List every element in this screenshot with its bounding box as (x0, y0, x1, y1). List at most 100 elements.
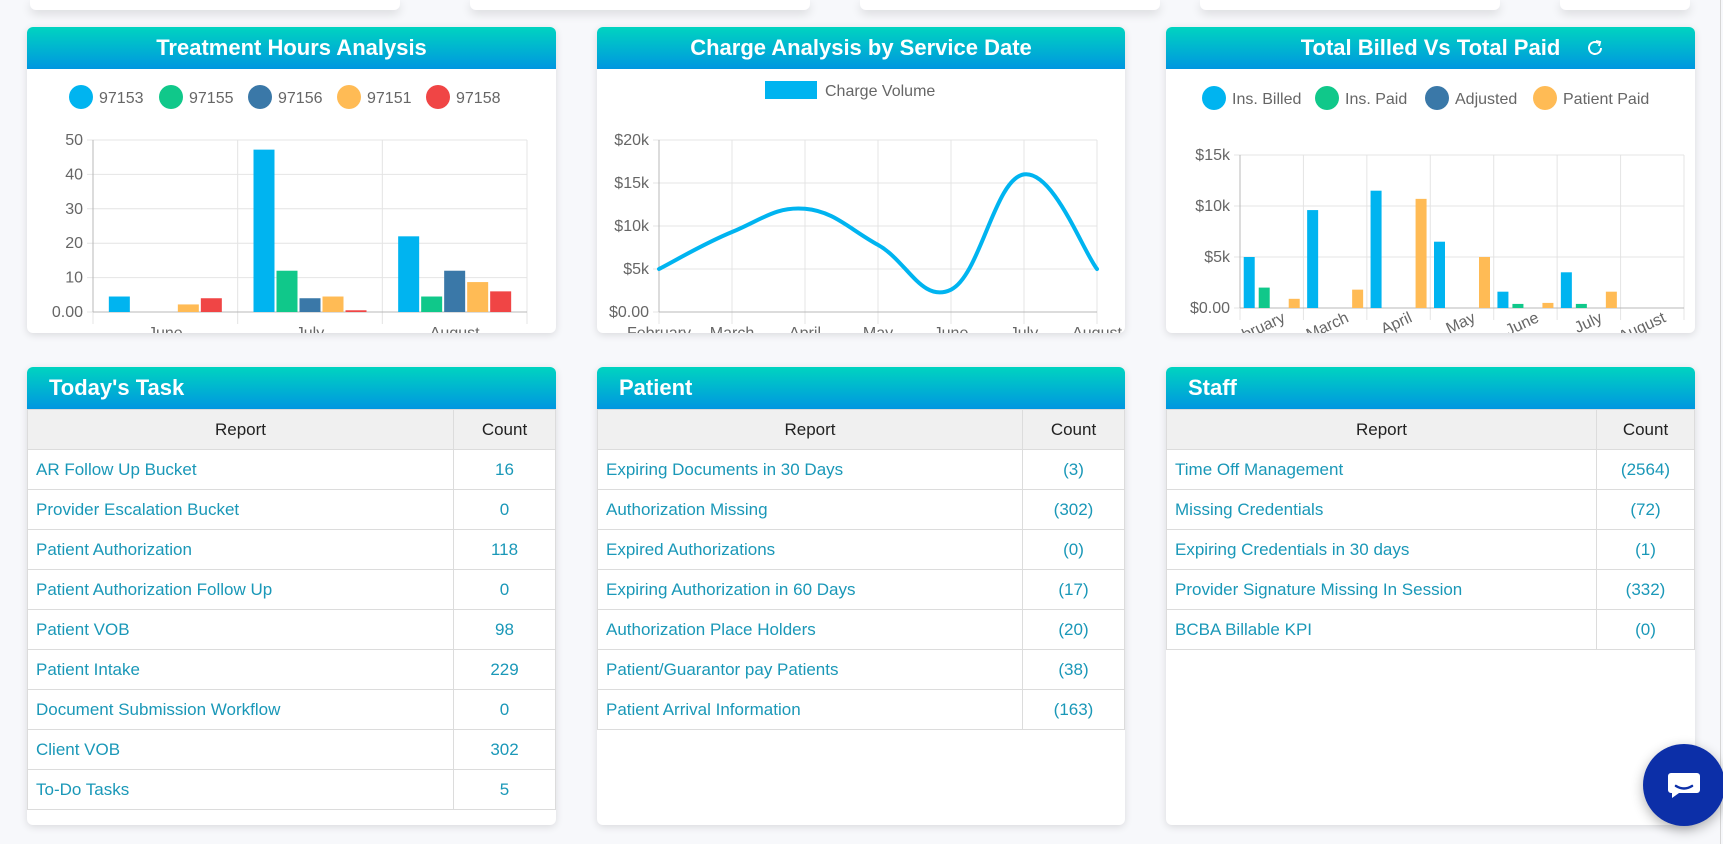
report-link[interactable]: Document Submission Workflow (27, 689, 454, 730)
report-link[interactable]: Authorization Missing (597, 489, 1023, 530)
charge-analysis-card: Charge Analysis by Service Date Charge V… (597, 27, 1125, 333)
report-link[interactable]: Missing Credentials (1166, 489, 1597, 530)
card-stub-2 (470, 0, 810, 10)
bar (1512, 303, 1524, 308)
table-row[interactable]: To-Do Tasks 5 (27, 769, 556, 810)
report-link[interactable]: Authorization Place Holders (597, 609, 1023, 650)
charge-analysis-chart: Charge Volume $0.00 $5k $10k $15k $20k Februar… (609, 81, 1122, 333)
bar (276, 270, 298, 312)
x-tick-label: March (710, 325, 754, 333)
report-link[interactable]: Patient Arrival Information (597, 689, 1023, 730)
report-count[interactable]: 0 (453, 489, 556, 530)
table-row[interactable]: Expiring Credentials in 30 days (1) (1166, 529, 1695, 570)
bar (1560, 272, 1572, 308)
legend-swatch (765, 81, 817, 99)
report-link[interactable]: To-Do Tasks (27, 769, 454, 810)
report-link[interactable]: Patient Authorization (27, 529, 454, 570)
report-link[interactable]: Patient Intake (27, 649, 454, 690)
y-tick-label: 20 (65, 235, 83, 252)
report-count[interactable]: (20) (1022, 609, 1125, 650)
report-link[interactable]: Expiring Documents in 30 Days (597, 449, 1023, 490)
table-row[interactable]: Missing Credentials (72) (1166, 489, 1695, 530)
x-tick-label: June (934, 325, 969, 333)
table-row[interactable]: Expiring Authorization in 60 Days (17) (597, 569, 1125, 610)
table-row[interactable]: Expired Authorizations (0) (597, 529, 1125, 570)
report-count[interactable]: (2564) (1596, 449, 1695, 490)
todays-task-title: Today's Task (27, 367, 556, 409)
report-count[interactable]: 0 (453, 689, 556, 730)
report-count[interactable]: (0) (1022, 529, 1125, 570)
table-row[interactable]: Authorization Missing (302) (597, 489, 1125, 530)
table-row[interactable]: Patient Authorization 118 (27, 529, 556, 570)
report-count[interactable]: 229 (453, 649, 556, 690)
report-link[interactable]: AR Follow Up Bucket (27, 449, 454, 490)
report-count[interactable]: 98 (453, 609, 556, 650)
report-link[interactable]: Provider Signature Missing In Session (1166, 569, 1597, 610)
report-link[interactable]: Expired Authorizations (597, 529, 1023, 570)
table-row[interactable]: Patient Authorization Follow Up 0 (27, 569, 556, 610)
report-count[interactable]: (72) (1596, 489, 1695, 530)
table-row[interactable]: BCBA Billable KPI (0) (1166, 609, 1695, 650)
report-link[interactable]: Patient/Guarantor pay Patients (597, 649, 1023, 690)
table-row[interactable]: Document Submission Workflow 0 (27, 689, 556, 730)
table-row[interactable]: Client VOB 302 (27, 729, 556, 770)
report-count[interactable]: (17) (1022, 569, 1125, 610)
report-link[interactable]: Client VOB (27, 729, 454, 770)
legend-swatch (337, 85, 361, 109)
table-row[interactable]: Provider Escalation Bucket 0 (27, 489, 556, 530)
legend-swatch (1202, 86, 1226, 110)
report-link[interactable]: Time Off Management (1166, 449, 1597, 490)
report-link[interactable]: BCBA Billable KPI (1166, 609, 1597, 650)
y-tick-label: 30 (65, 201, 83, 218)
table-row[interactable]: Time Off Management (2564) (1166, 449, 1695, 490)
table-row[interactable]: Patient Intake 229 (27, 649, 556, 690)
patient-table: Report Count Expiring Documents in 30 Da… (597, 409, 1125, 730)
report-count[interactable]: 302 (453, 729, 556, 770)
x-tick-label: April (789, 325, 821, 333)
treatment-hours-card: Treatment Hours Analysis 97153 97155 97156… (27, 27, 556, 333)
bar (108, 296, 130, 312)
bar (1479, 257, 1490, 308)
legend-label: 97153 (99, 90, 144, 107)
table-row[interactable]: Authorization Place Holders (20) (597, 609, 1125, 650)
legend-label: 97158 (456, 90, 501, 107)
report-column-header: Report (27, 409, 454, 450)
report-link[interactable]: Patient VOB (27, 609, 454, 650)
bar (1258, 287, 1270, 308)
report-link[interactable]: Patient Authorization Follow Up (27, 569, 454, 610)
legend-swatch (1533, 86, 1557, 110)
table-row[interactable]: Provider Signature Missing In Session (33… (1166, 569, 1695, 610)
report-count[interactable]: 118 (453, 529, 556, 570)
table-row[interactable]: Expiring Documents in 30 Days (3) (597, 449, 1125, 490)
report-count[interactable]: (302) (1022, 489, 1125, 530)
refresh-icon[interactable] (1585, 38, 1605, 58)
x-tick-label: May (863, 325, 893, 333)
table-row[interactable]: Patient/Guarantor pay Patients (38) (597, 649, 1125, 690)
page-edge-divider (1720, 0, 1721, 844)
report-link[interactable]: Expiring Authorization in 60 Days (597, 569, 1023, 610)
y-tick-label: $10k (614, 218, 650, 235)
x-tick-label: May (1444, 309, 1479, 333)
report-count[interactable]: (3) (1022, 449, 1125, 490)
report-count[interactable]: 16 (453, 449, 556, 490)
table-row[interactable]: AR Follow Up Bucket 16 (27, 449, 556, 490)
report-count[interactable]: (38) (1022, 649, 1125, 690)
chat-button[interactable] (1643, 744, 1723, 826)
report-count[interactable]: 0 (453, 569, 556, 610)
report-count[interactable]: (1) (1596, 529, 1695, 570)
table-row[interactable]: Patient VOB 98 (27, 609, 556, 650)
report-count[interactable]: (163) (1022, 689, 1125, 730)
report-link[interactable]: Expiring Credentials in 30 days (1166, 529, 1597, 570)
legend-swatch (159, 85, 183, 109)
report-count[interactable]: (0) (1596, 609, 1695, 650)
x-tick-label: July (1010, 325, 1038, 333)
bar (200, 298, 222, 312)
legend-label: Charge Volume (825, 83, 935, 100)
report-count[interactable]: (332) (1596, 569, 1695, 610)
table-row[interactable]: Patient Arrival Information (163) (597, 689, 1125, 730)
patient-card: Patient Report Count Expiring Documents … (597, 367, 1125, 825)
billed-vs-paid-title-text: Total Billed Vs Total Paid (1300, 35, 1561, 60)
staff-table: Report Count Time Off Management (2564) Mi… (1166, 409, 1695, 650)
report-link[interactable]: Provider Escalation Bucket (27, 489, 454, 530)
report-count[interactable]: 5 (453, 769, 556, 810)
